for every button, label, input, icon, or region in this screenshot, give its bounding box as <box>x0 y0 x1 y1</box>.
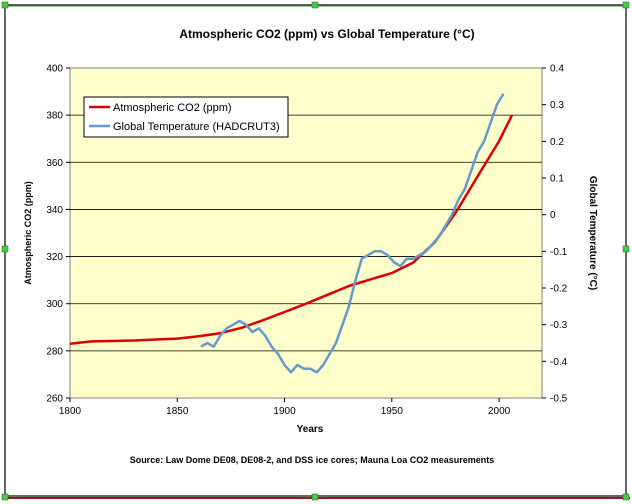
right-tick-label--0.5: -0.5 <box>550 394 568 405</box>
right-tick-label--0.2: -0.2 <box>550 284 568 295</box>
selection-handle-bottom-left[interactable] <box>1 493 9 501</box>
selection-handle-bottom-center[interactable] <box>311 493 319 501</box>
right-axis-ticks: -0.5 -0.4 -0.3 -0.2 -0.1 0 0.1 0.2 0.3 0.4 <box>542 64 568 405</box>
x-tick-label-1850: 1850 <box>166 406 189 417</box>
legend-label-co2: Atmospheric CO2 (ppm) <box>113 102 232 114</box>
x-axis-label: Years <box>297 424 324 435</box>
left-tick-label-280: 280 <box>46 346 63 357</box>
left-tick-label-260: 260 <box>46 394 63 405</box>
x-tick-label-1800: 1800 <box>59 406 82 417</box>
left-tick-label-360: 360 <box>46 158 63 169</box>
selection-handle-middle-left[interactable] <box>1 245 9 253</box>
grid-lines <box>70 114 542 352</box>
left-tick-label-380: 380 <box>46 111 63 122</box>
x-axis-ticks: 1800 1850 1900 1950 2000 <box>59 398 511 417</box>
right-tick-label-0.1: 0.1 <box>550 174 564 185</box>
legend-box <box>83 96 289 138</box>
left-tick-label-300: 300 <box>46 299 63 310</box>
series-line-temperature <box>200 93 505 374</box>
selection-handle-bottom-right[interactable] <box>622 493 630 501</box>
left-tick-label-320: 320 <box>46 252 63 263</box>
chart-title: Atmospheric CO2 (ppm) vs Global Temperat… <box>179 27 474 41</box>
x-tick-label-1950: 1950 <box>381 406 404 417</box>
right-axis-label: Global Temperature (°C) <box>587 176 598 290</box>
selection-handle-top-center[interactable] <box>311 1 319 9</box>
right-tick-label--0.3: -0.3 <box>550 320 568 331</box>
selection-handle-middle-right[interactable] <box>622 245 630 253</box>
selection-handle-top-right[interactable] <box>622 1 630 9</box>
x-tick-label-2000: 2000 <box>488 406 511 417</box>
x-tick-label-1900: 1900 <box>273 406 296 417</box>
right-tick-label-0.3: 0.3 <box>550 100 564 111</box>
left-axis-ticks: 260 280 300 320 340 360 380 400 <box>46 64 70 405</box>
selection-handle-top-left[interactable] <box>1 1 9 9</box>
right-tick-label-0: 0 <box>550 210 556 221</box>
legend-label-temperature: Global Temperature (HADCRUT3) <box>113 121 280 133</box>
left-tick-label-400: 400 <box>46 64 63 75</box>
right-tick-label-0.4: 0.4 <box>550 64 564 75</box>
legend: Atmospheric CO2 (ppm) Global Temperature… <box>83 96 289 138</box>
right-tick-label--0.4: -0.4 <box>550 357 568 368</box>
right-tick-label--0.1: -0.1 <box>550 247 568 258</box>
right-tick-label-0.2: 0.2 <box>550 137 564 148</box>
left-tick-label-340: 340 <box>46 205 63 216</box>
source-note: Source: Law Dome DE08, DE08-2, and DSS i… <box>130 455 495 465</box>
left-axis-label: Atmospheric CO2 (ppm) <box>23 181 33 285</box>
